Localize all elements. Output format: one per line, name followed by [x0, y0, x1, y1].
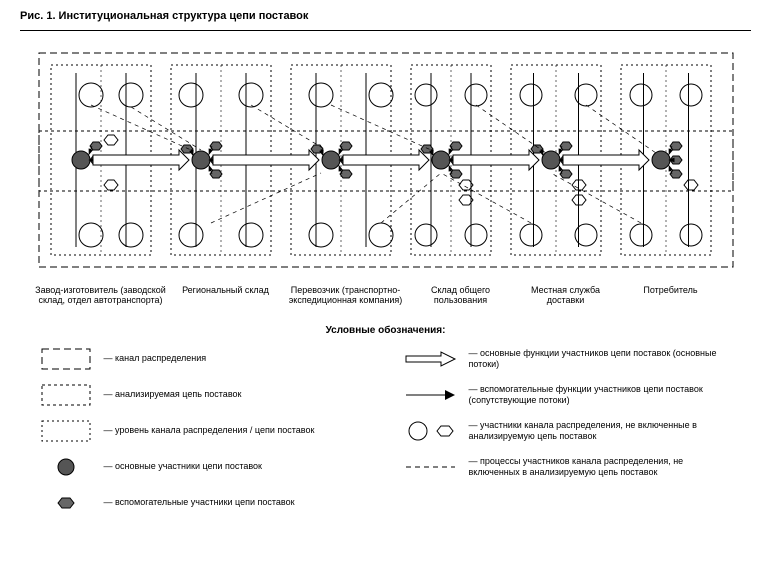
- legend-symbol-aux_flow: [401, 382, 461, 408]
- stage-label-1: Региональный склад: [171, 285, 281, 305]
- legend-text-chain: — анализируемая цепь поставок: [96, 389, 242, 400]
- legend-text-aux_flow: — вспомогательные функции участников цеп…: [461, 384, 736, 407]
- legend-chain: — анализируемая цепь поставок: [36, 382, 371, 408]
- legend-title: Условные обозначения:: [20, 325, 751, 336]
- legend-symbol-level: [36, 418, 96, 444]
- legend-symbol-excluded: [401, 418, 461, 444]
- legend-symbol-processes: [401, 454, 461, 480]
- stage-label-0: Завод-изготовитель (заводской склад, отд…: [31, 285, 171, 305]
- legend-aux_flow: — вспомогательные функции участников цеп…: [401, 382, 736, 408]
- figure-title: Рис. 1. Институциональная структура цепи…: [20, 10, 751, 31]
- legend-main_p: — основные участники цепи поставок: [36, 454, 371, 480]
- legend-symbol-main_p: [36, 454, 96, 480]
- legend-symbol-chain: [36, 382, 96, 408]
- stage-label-5: Потребитель: [621, 285, 721, 305]
- legend-excluded: — участники канала распределения, не вкл…: [401, 418, 736, 444]
- legend-text-processes: — процессы участников канала распределен…: [461, 456, 736, 479]
- legend: — канал распределения — анализируемая це…: [36, 346, 736, 526]
- legend-level: — уровень канала распределения / цепи по…: [36, 418, 371, 444]
- legend-text-aux_p: — вспомогательные участники цепи поставо…: [96, 497, 295, 508]
- legend-channel: — канал распределения: [36, 346, 371, 372]
- stage-label-3: Склад общего пользования: [411, 285, 511, 305]
- legend-text-excluded: — участники канала распределения, не вкл…: [461, 420, 736, 443]
- legend-text-channel: — канал распределения: [96, 353, 207, 364]
- legend-text-main_p: — основные участники цепи поставок: [96, 461, 262, 472]
- stage-label-2: Перевозчик (транспортно-экспедиционная к…: [281, 285, 411, 305]
- legend-text-level: — уровень канала распределения / цепи по…: [96, 425, 315, 436]
- legend-symbol-aux_p: [36, 490, 96, 516]
- legend-main_flow: — основные функции участников цепи поста…: [401, 346, 736, 372]
- diagram: [31, 45, 741, 275]
- legend-symbol-main_flow: [401, 346, 461, 372]
- legend-text-main_flow: — основные функции участников цепи поста…: [461, 348, 736, 371]
- legend-symbol-channel: [36, 346, 96, 372]
- stage-label-4: Местная служба доставки: [511, 285, 621, 305]
- legend-processes: — процессы участников канала распределен…: [401, 454, 736, 480]
- stage-labels: Завод-изготовитель (заводской склад, отд…: [31, 285, 741, 305]
- legend-aux_p: — вспомогательные участники цепи поставо…: [36, 490, 371, 516]
